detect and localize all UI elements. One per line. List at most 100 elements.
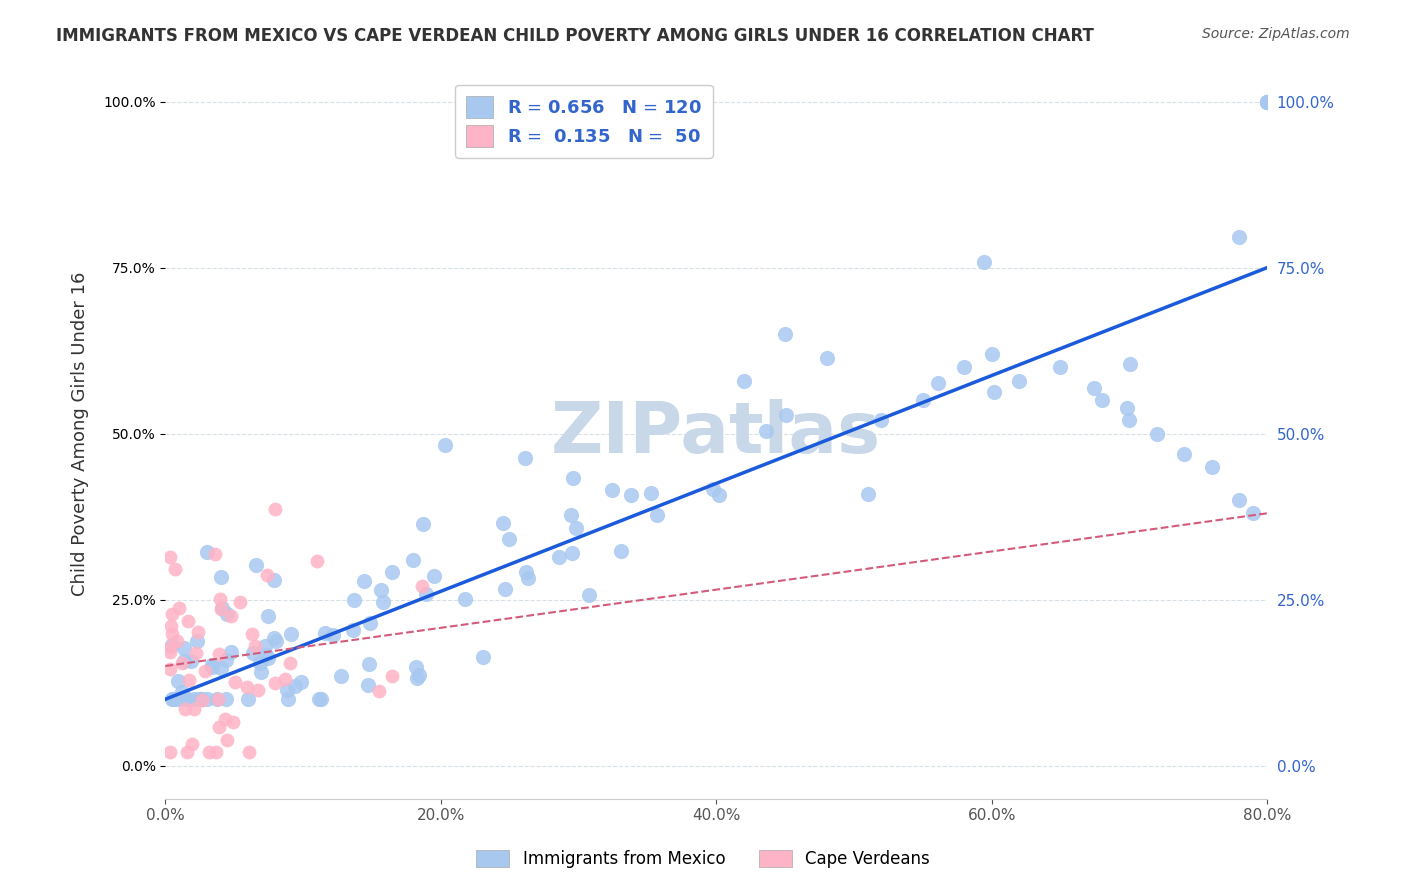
- Point: [276, 682, 298, 697]
- Point: [1118, 413, 1140, 427]
- Point: [209, 661, 232, 675]
- Point: [208, 647, 231, 661]
- Point: [159, 640, 181, 654]
- Point: [1241, 506, 1264, 520]
- Point: [561, 546, 583, 560]
- Point: [172, 656, 194, 670]
- Point: [381, 669, 404, 683]
- Point: [215, 692, 238, 706]
- Point: [513, 450, 536, 465]
- Legend: Immigrants from Mexico, Cape Verdeans: Immigrants from Mexico, Cape Verdeans: [470, 843, 936, 875]
- Point: [170, 685, 193, 699]
- Point: [290, 675, 312, 690]
- Point: [254, 640, 277, 654]
- Point: [342, 623, 364, 637]
- Point: [1256, 95, 1278, 109]
- Point: [492, 516, 515, 530]
- Point: [190, 692, 212, 706]
- Point: [264, 634, 287, 648]
- Point: [412, 516, 434, 531]
- Point: [609, 544, 631, 558]
- Point: [1049, 360, 1071, 375]
- Point: [314, 626, 336, 640]
- Point: [560, 508, 582, 522]
- Point: [1091, 393, 1114, 408]
- Point: [433, 438, 456, 452]
- Text: ZIPatlas: ZIPatlas: [551, 399, 882, 468]
- Point: [205, 692, 228, 706]
- Point: [215, 733, 238, 747]
- Point: [208, 719, 231, 733]
- Point: [405, 659, 427, 673]
- Point: [773, 327, 796, 342]
- Point: [219, 645, 242, 659]
- Point: [183, 702, 205, 716]
- Point: [1083, 381, 1105, 395]
- Point: [647, 508, 669, 522]
- Point: [401, 553, 423, 567]
- Point: [307, 554, 329, 568]
- Point: [471, 650, 494, 665]
- Point: [620, 488, 643, 502]
- Point: [280, 627, 302, 641]
- Point: [254, 648, 277, 662]
- Point: [856, 487, 879, 501]
- Point: [517, 571, 540, 585]
- Point: [160, 619, 183, 633]
- Point: [236, 681, 259, 695]
- Point: [927, 376, 949, 390]
- Point: [1256, 95, 1278, 109]
- Point: [229, 595, 252, 609]
- Point: [201, 660, 224, 674]
- Point: [381, 566, 404, 580]
- Point: [181, 738, 204, 752]
- Point: [423, 568, 446, 582]
- Point: [1146, 426, 1168, 441]
- Point: [870, 413, 893, 427]
- Point: [205, 745, 228, 759]
- Point: [195, 545, 218, 559]
- Point: [953, 360, 976, 375]
- Point: [498, 532, 520, 546]
- Point: [173, 641, 195, 656]
- Point: [211, 600, 233, 615]
- Point: [165, 692, 187, 706]
- Point: [188, 692, 211, 706]
- Point: [411, 580, 433, 594]
- Point: [284, 679, 307, 693]
- Point: [973, 255, 995, 269]
- Point: [600, 483, 623, 497]
- Point: [415, 587, 437, 601]
- Point: [640, 486, 662, 500]
- Point: [162, 638, 184, 652]
- Point: [242, 646, 264, 660]
- Point: [453, 592, 475, 607]
- Point: [186, 646, 208, 660]
- Point: [494, 582, 516, 596]
- Point: [166, 633, 188, 648]
- Point: [1229, 229, 1251, 244]
- Point: [177, 614, 200, 628]
- Point: [167, 600, 190, 615]
- Point: [406, 672, 429, 686]
- Point: [263, 502, 285, 516]
- Point: [219, 609, 242, 624]
- Point: [224, 674, 246, 689]
- Point: [167, 673, 190, 688]
- Point: [1256, 95, 1278, 109]
- Point: [238, 745, 260, 759]
- Point: [815, 351, 838, 365]
- Point: [367, 684, 389, 698]
- Point: [245, 558, 267, 572]
- Point: [207, 691, 229, 706]
- Point: [176, 745, 198, 759]
- Point: [249, 657, 271, 671]
- Point: [1256, 95, 1278, 109]
- Point: [197, 745, 219, 759]
- Point: [1116, 401, 1139, 415]
- Point: [180, 655, 202, 669]
- Point: [160, 627, 183, 641]
- Point: [214, 653, 236, 667]
- Point: [163, 562, 186, 576]
- Point: [356, 678, 378, 692]
